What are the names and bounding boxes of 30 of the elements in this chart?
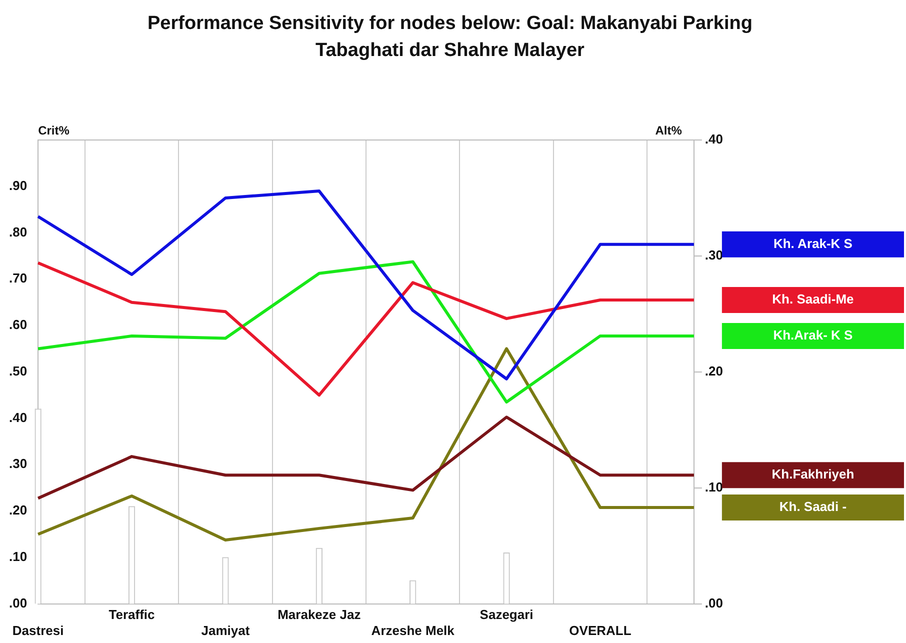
- text: Kh. Saadi-Me: [772, 292, 854, 307]
- y-tick-label: .10: [8, 549, 28, 564]
- y2-tick-label: .20: [704, 363, 724, 378]
- y-tick-label: .50: [8, 363, 28, 378]
- y-axis-title: Crit%: [38, 123, 70, 138]
- y-tick-label: .40: [8, 410, 28, 425]
- x-tick-label: OVERALL: [569, 622, 632, 638]
- x-tick-label: Dastresi: [12, 622, 64, 638]
- y-tick-label: .60: [8, 317, 28, 332]
- x-tick-label: Teraffic: [108, 607, 155, 622]
- x-tick-label: Jamiyat: [201, 622, 250, 638]
- y2-tick-label: .10: [704, 479, 724, 494]
- text: Kh.Arak- K S: [773, 328, 854, 343]
- y-tick-label: .80: [8, 224, 28, 240]
- y-tick-label: .70: [8, 270, 28, 286]
- y-tick-label: .00: [8, 595, 28, 610]
- y-tick-label: .20: [8, 502, 28, 518]
- text: Kh. Saadi -: [779, 499, 847, 514]
- y2-tick-label: .00: [704, 595, 724, 610]
- y-tick-label: .30: [8, 456, 28, 472]
- x-tick-label: Sazegari: [480, 607, 534, 622]
- y2-axis-title: Alt%: [655, 123, 682, 138]
- y2-tick-label: .40: [704, 132, 724, 147]
- chart-title: Performance Sensitivity for nodes below: Goal: Makanyabi Parking Tabaghati dar Shahre Malayer: [146, 12, 754, 63]
- y2-tick-label: .30: [704, 248, 724, 263]
- text: Kh.Fakhriyeh: [772, 466, 854, 482]
- text: Kh. Arak-K S: [773, 236, 853, 251]
- x-tick-label: Marakeze Jaz: [278, 607, 362, 622]
- y-tick-label: .90: [8, 178, 28, 193]
- x-tick-label: Arzeshe Melk: [371, 622, 456, 638]
